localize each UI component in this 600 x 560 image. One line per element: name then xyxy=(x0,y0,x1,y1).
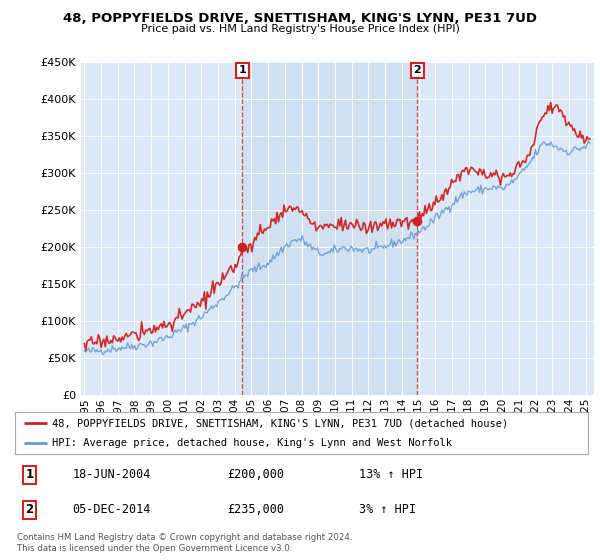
Text: 48, POPPYFIELDS DRIVE, SNETTISHAM, KING'S LYNN, PE31 7UD: 48, POPPYFIELDS DRIVE, SNETTISHAM, KING'… xyxy=(63,12,537,25)
Text: 18-JUN-2004: 18-JUN-2004 xyxy=(73,468,151,481)
Text: 1: 1 xyxy=(239,66,246,75)
Text: £200,000: £200,000 xyxy=(227,468,284,481)
Text: 13% ↑ HPI: 13% ↑ HPI xyxy=(359,468,423,481)
Text: 05-DEC-2014: 05-DEC-2014 xyxy=(73,503,151,516)
Text: £235,000: £235,000 xyxy=(227,503,284,516)
Text: Contains HM Land Registry data © Crown copyright and database right 2024.
This d: Contains HM Land Registry data © Crown c… xyxy=(17,533,352,553)
Text: HPI: Average price, detached house, King's Lynn and West Norfolk: HPI: Average price, detached house, King… xyxy=(52,438,452,448)
Bar xyxy=(242,62,417,395)
Text: 3% ↑ HPI: 3% ↑ HPI xyxy=(359,503,416,516)
Text: 2: 2 xyxy=(25,503,34,516)
Text: 2: 2 xyxy=(413,66,421,75)
Text: Price paid vs. HM Land Registry's House Price Index (HPI): Price paid vs. HM Land Registry's House … xyxy=(140,24,460,34)
Text: 48, POPPYFIELDS DRIVE, SNETTISHAM, KING'S LYNN, PE31 7UD (detached house): 48, POPPYFIELDS DRIVE, SNETTISHAM, KING'… xyxy=(52,418,508,428)
Text: 1: 1 xyxy=(25,468,34,481)
